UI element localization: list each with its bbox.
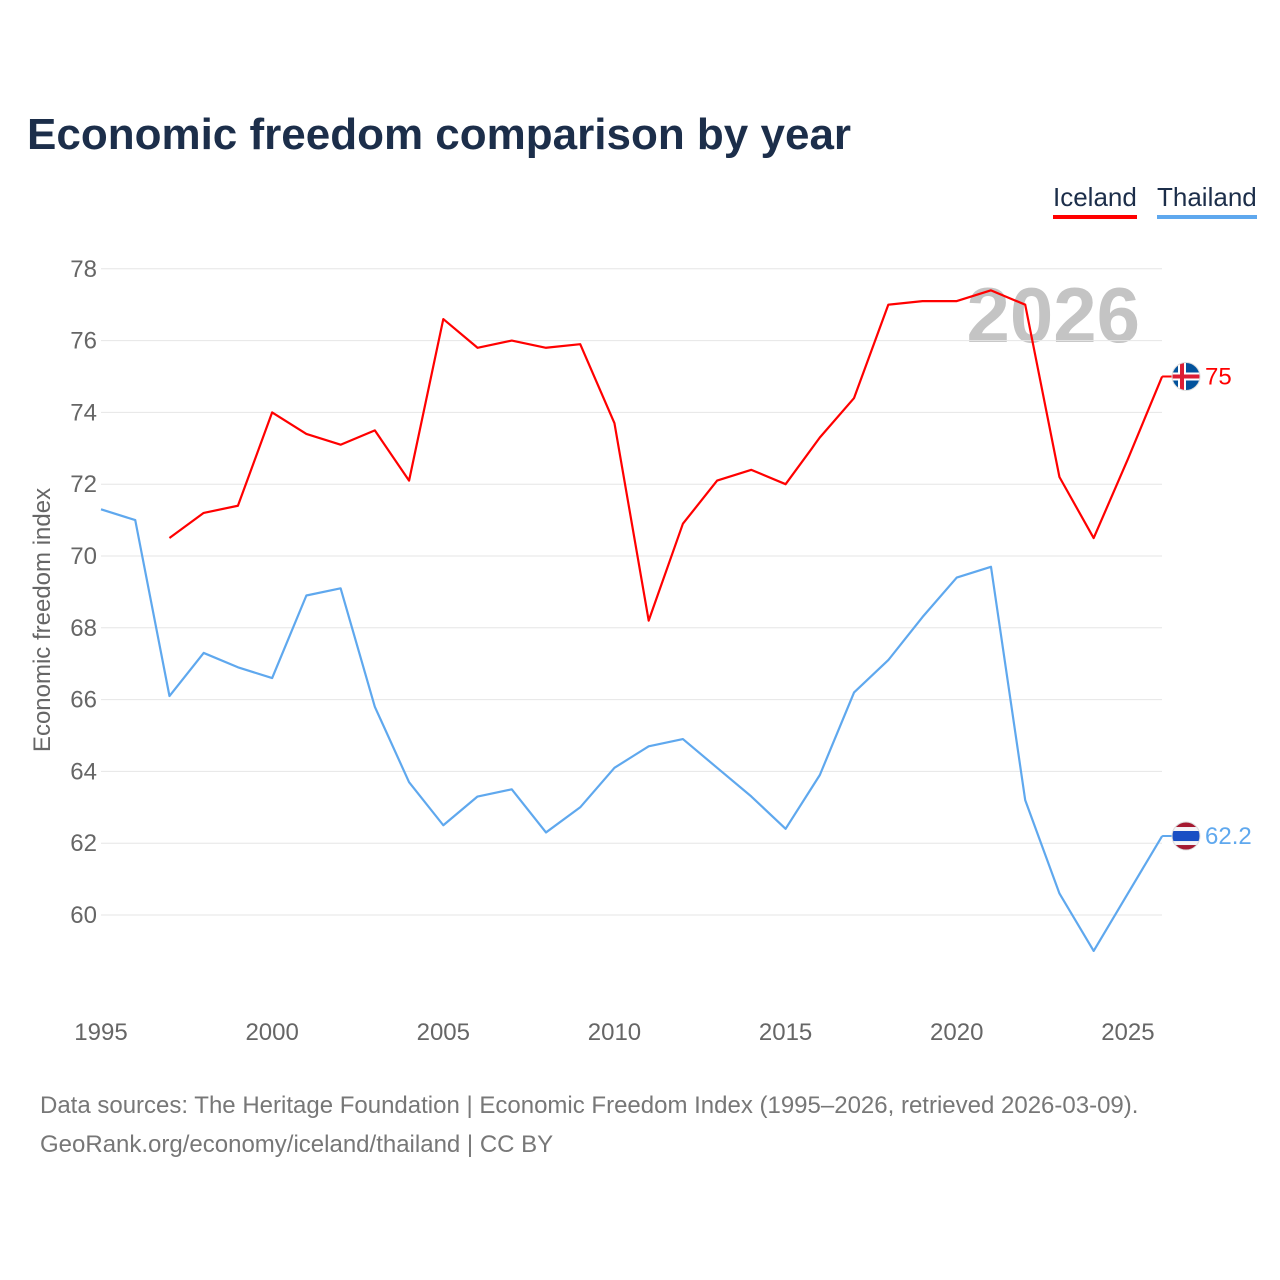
flag-body [1172,362,1200,391]
y-tick-label: 76 [70,328,97,355]
y-tick-label: 70 [70,543,97,570]
series-line-iceland [168,289,1164,622]
x-tick-label: 2020 [930,1019,983,1046]
flag-border [1171,821,1201,851]
x-tick-label: 2005 [417,1019,470,1046]
legend-iceland[interactable]: Iceland [1053,182,1137,219]
flag-stripe [1172,831,1200,842]
y-tick-label: 66 [70,687,97,714]
flag-body [1172,822,1200,851]
thailand-flag-icon [1171,821,1201,851]
y-tick-label: 68 [70,615,97,642]
x-tick-label: 1995 [74,1019,127,1046]
chart-title: Economic freedom comparison by year [27,110,852,159]
legend-thailand[interactable]: Thailand [1157,182,1257,219]
y-tick-label: 78 [70,256,97,283]
flag-border [1171,362,1201,391]
source-line-2[interactable]: GeoRank.org/economy/iceland/thailand | C… [40,1131,554,1158]
flag-cross [1180,362,1184,391]
source-line-1: Data sources: The Heritage Foundation | … [40,1092,1139,1119]
y-tick-label: 64 [70,758,97,785]
x-tick-label: 2025 [1101,1019,1154,1046]
source-note: Data sources: The Heritage Foundation | … [40,1086,1138,1164]
y-tick-label: 72 [70,471,97,498]
x-tick-label: 2015 [759,1019,812,1046]
x-tick-label: 2010 [588,1019,641,1046]
iceland-flag-icon [1171,362,1201,391]
y-tick-label: 74 [70,399,97,426]
y-tick-label: 60 [70,902,97,929]
end-value-label: 75 [1205,364,1232,391]
x-tick-label: 2000 [245,1019,298,1046]
end-value-label: 62.2 [1205,823,1252,850]
y-tick-label: 62 [70,830,97,857]
flag-cross [1172,374,1200,379]
year-watermark: 2026 [966,271,1140,359]
series-line-thailand [100,508,1164,953]
y-axis-label: Economic freedom index [29,488,56,752]
